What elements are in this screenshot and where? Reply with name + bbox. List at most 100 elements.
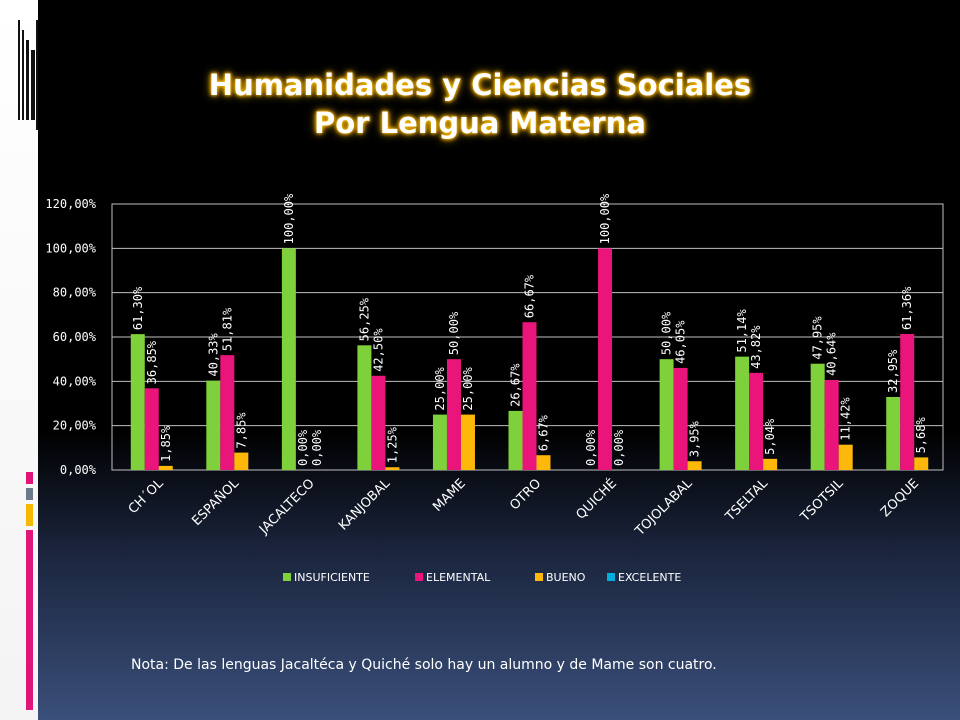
y-tick-label: 80,00%: [53, 286, 97, 300]
data-label: 25,00%: [433, 366, 447, 410]
data-label: 3,95%: [688, 420, 702, 457]
data-label: 0,00%: [584, 429, 598, 466]
bar-elemental: [371, 375, 386, 470]
legend-swatch-insuficiente: [283, 573, 291, 581]
bar-bueno: [763, 458, 778, 470]
data-label: 40,64%: [825, 332, 839, 376]
legend-swatch-excelente: [607, 573, 615, 581]
bar-insuficiente: [810, 363, 825, 470]
legend-entry-excelente: EXCELENTE: [618, 571, 681, 584]
legend-entry-bueno: BUENO: [546, 571, 586, 584]
data-label: 25,00%: [461, 366, 475, 410]
bar-elemental: [900, 333, 915, 470]
data-label: 6,67%: [537, 414, 551, 451]
bar-bueno: [536, 455, 551, 470]
category-label: TOJOLABAL: [632, 476, 696, 540]
data-label: 0,00%: [612, 429, 626, 466]
y-tick-label: 100,00%: [45, 241, 96, 255]
data-labels: 61,30% 40,33% 100,00% 56,25% 25,00% 26,67% 0,0…: [131, 193, 928, 466]
category-label: TSELTAL: [722, 476, 771, 525]
bar-bueno: [687, 461, 702, 470]
legend-swatch-elemental: [415, 573, 423, 581]
bar-insuficiente: [281, 248, 296, 470]
pink-accent-bar: [26, 472, 33, 484]
data-label: 42,50%: [371, 328, 385, 372]
category-label: OTRO: [507, 476, 544, 513]
category-label: ESPAÑOL: [189, 475, 243, 529]
bar-insuficiente: [130, 334, 145, 470]
data-label: 1,25%: [385, 426, 399, 463]
bar-elemental: [144, 388, 159, 470]
bar-insuficiente: [357, 345, 372, 470]
chart-title-line-2: Por Lengua Materna: [314, 106, 646, 140]
data-label: 0,00%: [296, 429, 310, 466]
data-label: 50,00%: [447, 311, 461, 355]
bar-insuficiente: [206, 380, 221, 470]
bar-bueno: [158, 465, 173, 470]
data-label: 0,00%: [310, 429, 324, 466]
data-label: 51,81%: [220, 307, 234, 351]
category-label: TSOTSIL: [797, 476, 847, 526]
legend-entry-insuficiente: INSUFICIENTE: [294, 571, 370, 584]
category-labels: CH´OL ESPAÑOL JACALTECO KANJOBAL MAME OTRO QUI…: [126, 475, 922, 540]
data-label: 43,82%: [749, 325, 763, 369]
legend: INSUFICIENTE ELEMENTAL BUENO EXCELENTE: [283, 571, 681, 584]
bar-insuficiente: [886, 396, 901, 470]
bar-bueno: [914, 457, 929, 470]
pink-accent-long-bar: [26, 530, 33, 710]
bar-bueno: [234, 452, 249, 470]
category-label: KANJOBAL: [336, 476, 394, 534]
y-tick-label: 0,00%: [60, 463, 97, 477]
decorative-lines: [18, 20, 38, 130]
data-label: 61,30%: [131, 286, 145, 330]
category-label: CH´OL: [126, 476, 167, 517]
bars: [130, 248, 929, 470]
data-label: 26,67%: [509, 363, 523, 407]
category-label: ZOQUE: [878, 476, 922, 520]
data-label: 51,14%: [735, 309, 749, 353]
yellow-accent-bar: [26, 504, 33, 526]
y-axis-ticks: 0,00% 20,00% 40,00% 60,00% 80,00% 100,00% 120,…: [45, 197, 96, 477]
legend-swatch-bueno: [535, 573, 543, 581]
bar-insuficiente: [508, 410, 523, 470]
bar-bueno: [838, 444, 853, 470]
y-tick-label: 20,00%: [53, 419, 97, 433]
bar-elemental: [749, 372, 764, 470]
gray-accent-bar: [26, 488, 33, 500]
data-label: 100,00%: [598, 193, 612, 244]
data-label: 50,00%: [660, 311, 674, 355]
data-label: 47,95%: [811, 316, 825, 360]
legend-entry-elemental: ELEMENTAL: [426, 571, 491, 584]
data-label: 100,00%: [282, 193, 296, 244]
left-decorative-strip: [0, 0, 38, 720]
bar-bueno: [460, 414, 475, 470]
data-label: 66,67%: [523, 274, 537, 318]
data-label: 1,85%: [159, 425, 173, 462]
footnote: Nota: De las lenguas Jacaltéca y Quiché …: [131, 657, 717, 673]
data-label: 36,85%: [145, 340, 159, 384]
y-tick-label: 120,00%: [45, 197, 96, 211]
data-label: 11,42%: [839, 397, 853, 441]
bar-elemental: [598, 248, 613, 470]
data-label: 40,33%: [206, 332, 220, 376]
data-label: 46,05%: [674, 320, 688, 364]
bar-elemental: [673, 367, 688, 470]
data-label: 61,36%: [900, 286, 914, 330]
data-label: 7,85%: [234, 412, 248, 449]
y-tick-label: 60,00%: [53, 330, 97, 344]
bar-elemental: [220, 355, 235, 470]
data-label: 56,25%: [357, 297, 371, 341]
bar-elemental: [824, 379, 839, 470]
bar-bueno: [385, 467, 400, 470]
data-label: 5,04%: [763, 418, 777, 455]
chart-title-line-1: Humanidades y Ciencias Sociales: [208, 68, 752, 102]
bar-insuficiente: [735, 356, 750, 470]
category-label: QUICHÉ: [573, 476, 620, 523]
bar-elemental: [522, 322, 537, 470]
bar-insuficiente: [659, 359, 674, 470]
bar-elemental: [446, 359, 461, 470]
data-label: 5,68%: [914, 417, 928, 454]
y-tick-label: 40,00%: [53, 374, 97, 388]
